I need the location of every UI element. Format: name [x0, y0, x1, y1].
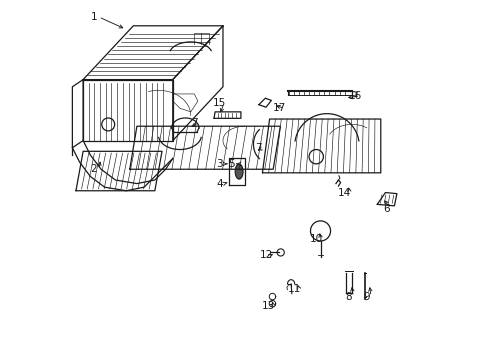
Text: 13: 13 [262, 301, 275, 311]
Text: 16: 16 [348, 91, 362, 101]
Text: 4: 4 [216, 179, 222, 189]
Text: 15: 15 [212, 98, 225, 108]
Text: 6: 6 [382, 204, 388, 214]
Text: 3: 3 [216, 159, 222, 169]
Text: 2: 2 [90, 164, 97, 174]
Text: 11: 11 [287, 284, 301, 294]
Text: 17: 17 [272, 103, 285, 113]
Text: 12: 12 [259, 250, 272, 260]
Text: 14: 14 [338, 188, 351, 198]
Text: 8: 8 [345, 292, 351, 302]
Text: 10: 10 [309, 234, 322, 244]
Text: 7: 7 [191, 118, 197, 128]
Text: 7: 7 [255, 143, 262, 153]
Ellipse shape [235, 164, 243, 179]
Text: 5: 5 [228, 159, 235, 169]
Text: 1: 1 [90, 12, 97, 22]
Text: 9: 9 [363, 292, 369, 302]
